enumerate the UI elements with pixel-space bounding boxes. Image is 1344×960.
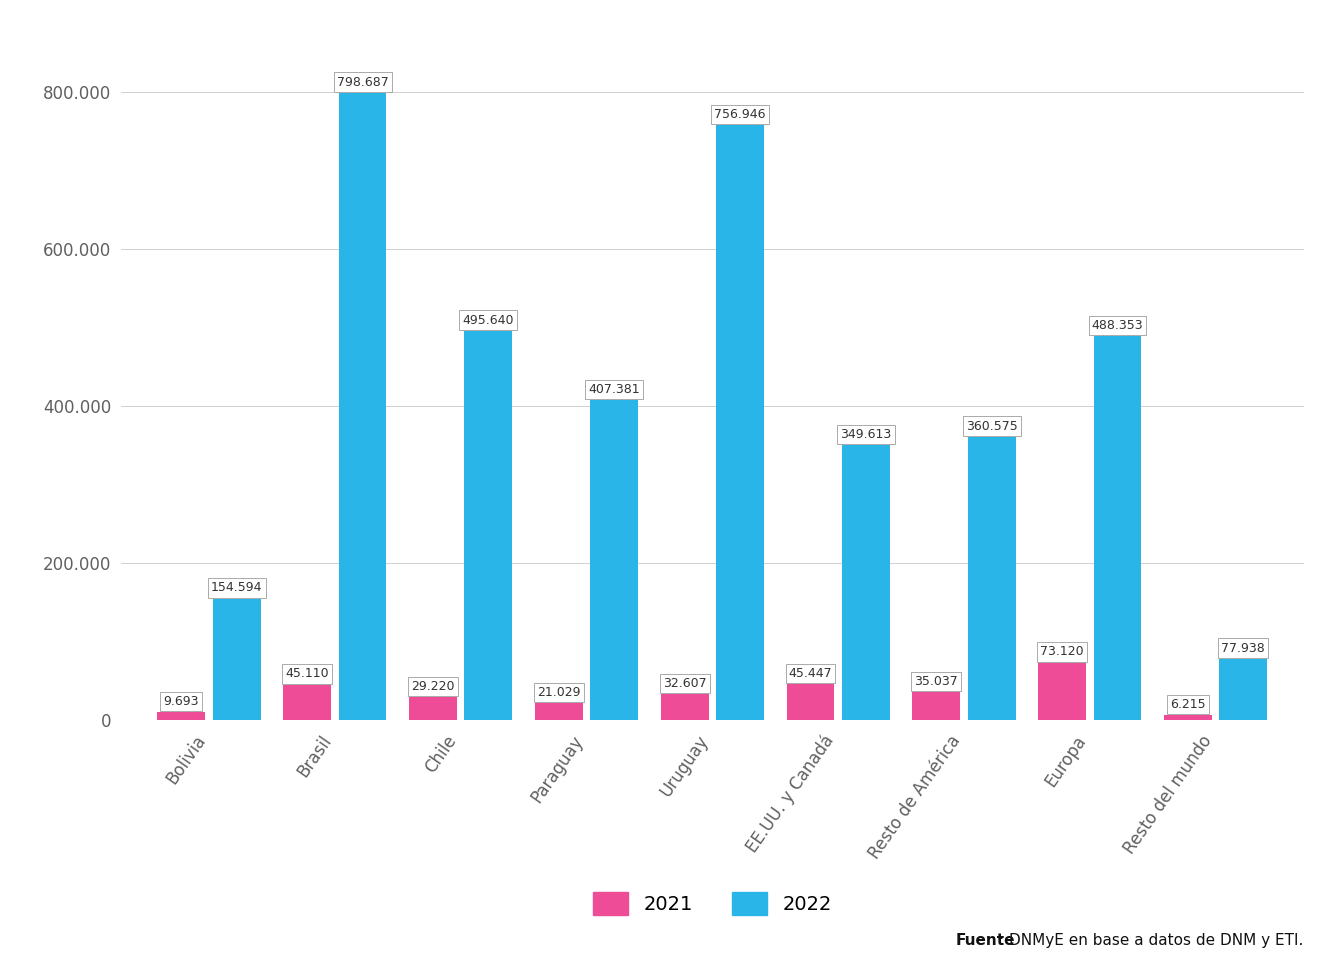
Text: 45.447: 45.447 [789,667,832,680]
Text: 798.687: 798.687 [336,76,388,88]
Bar [913,692,960,720]
Text: 35.037: 35.037 [914,675,958,688]
Legend: 2021, 2022: 2021, 2022 [583,882,841,924]
Text: 21.029: 21.029 [538,686,581,699]
Bar [1164,715,1212,720]
Text: 495.640: 495.640 [462,314,515,326]
Text: Fuente: Fuente [956,933,1015,948]
Bar [716,126,763,720]
Text: 349.613: 349.613 [840,428,891,442]
Text: 407.381: 407.381 [589,383,640,396]
Bar [339,93,387,720]
Bar [212,599,261,720]
Bar [409,697,457,720]
Bar [968,437,1016,720]
Bar [465,330,512,720]
Bar [284,684,331,720]
Bar [1094,336,1141,720]
Text: 45.110: 45.110 [285,667,329,681]
Text: 360.575: 360.575 [966,420,1017,433]
Bar [786,684,835,720]
Text: 32.607: 32.607 [663,677,707,690]
Text: 29.220: 29.220 [411,680,454,693]
Text: 154.594: 154.594 [211,582,262,594]
Bar [590,400,638,720]
Text: 6.215: 6.215 [1171,698,1206,711]
Text: 488.353: 488.353 [1091,320,1144,332]
Text: 77.938: 77.938 [1222,641,1265,655]
Bar [535,704,583,720]
Bar [841,445,890,720]
Text: 73.120: 73.120 [1040,645,1083,659]
Bar [1038,662,1086,720]
Text: 9.693: 9.693 [164,695,199,708]
Text: 756.946: 756.946 [714,108,766,121]
Text: : DNMyE en base a datos de DNM y ETI.: : DNMyE en base a datos de DNM y ETI. [1000,933,1304,948]
Bar [661,694,708,720]
Bar [157,712,206,720]
Bar [1219,659,1267,720]
